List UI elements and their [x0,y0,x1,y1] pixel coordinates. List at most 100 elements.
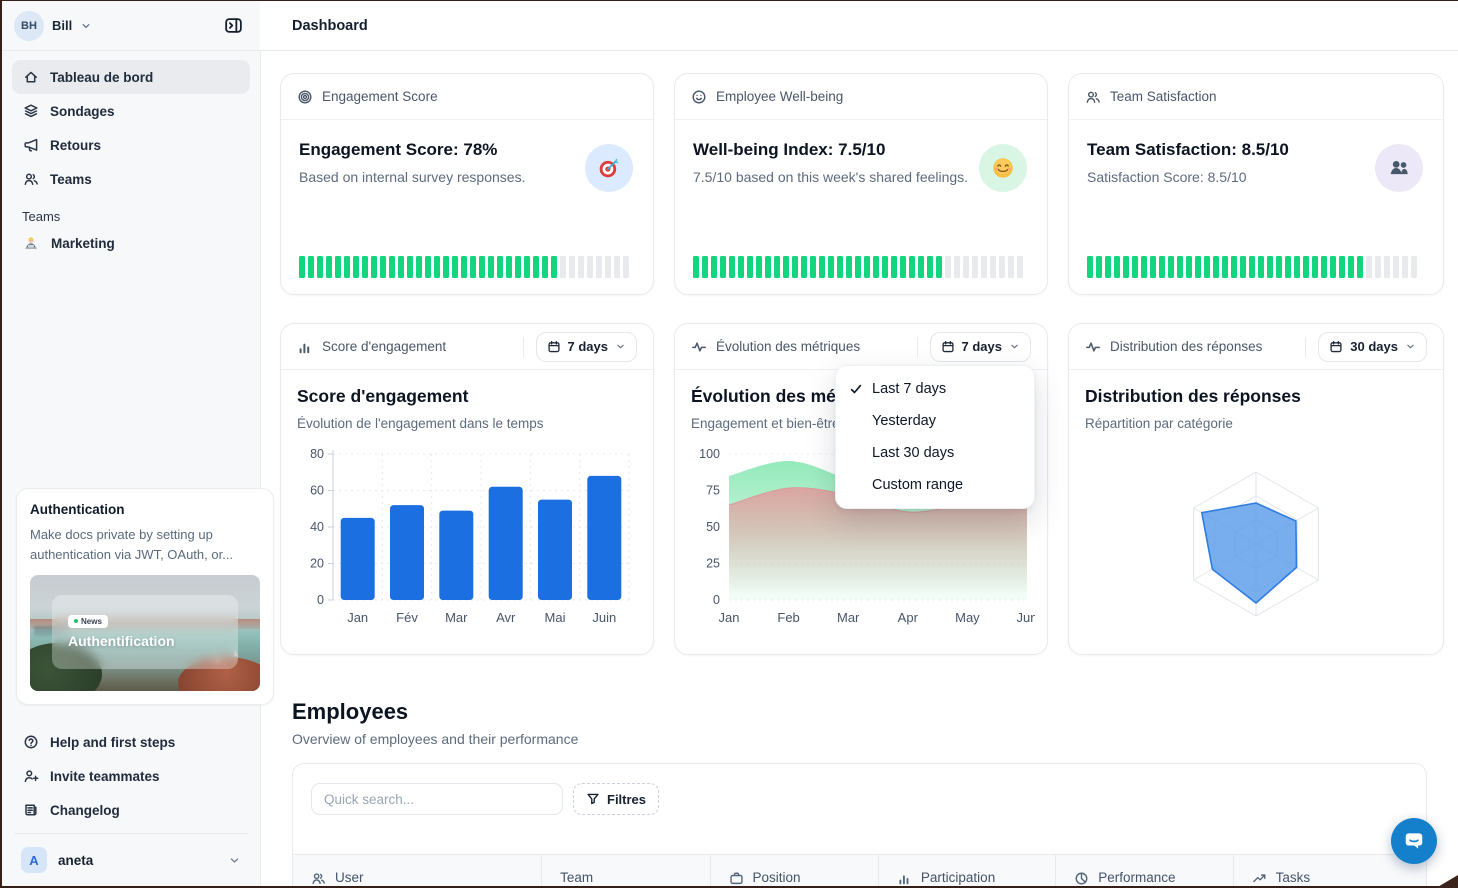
column-header-tasks[interactable]: Tasks [1234,855,1426,886]
search-input[interactable] [311,783,563,815]
progress-segment [711,256,717,278]
activity-icon [692,341,706,352]
svg-text:Jan: Jan [347,610,368,625]
stat-card-header: Team Satisfaction [1110,89,1217,104]
stat-value: Well-being Index: 7.5/10 [693,140,886,159]
busts-in-silhouette-emoji [1375,144,1423,192]
svg-text:60: 60 [310,484,324,498]
progress-segment [443,256,449,278]
chart-title: Score d'engagement [297,386,469,406]
progress-segment [614,256,620,278]
progress-segment [1008,256,1014,278]
distribution-radar-chart [1193,471,1319,617]
column-header-label: Team [560,870,594,885]
date-range-button[interactable]: 7 days [535,331,637,362]
progress-segment [801,256,807,278]
date-range-button[interactable]: 7 days [929,331,1031,362]
sidebar-collapse-button[interactable] [218,11,248,41]
pie-icon [1075,872,1088,885]
employees-table-card: Filtres User Team Position Participation Per… [292,763,1427,886]
calendar-icon [547,340,560,352]
progress-segment [299,256,305,278]
progress-segment [344,256,350,278]
progress-segment [1222,256,1228,278]
menu-item-custom-range[interactable]: Custom range [836,469,1034,501]
technologist-emoji-icon [25,237,37,249]
chat-bubble-icon [1405,833,1423,849]
progress-segment [1150,256,1156,278]
progress-segment [981,256,987,278]
sidebar-item-marketing[interactable]: Marketing [12,227,250,259]
progress-segment [380,256,386,278]
progress-segment [479,256,485,278]
chart-subtitle: Évolution de l'engagement dans le temps [297,416,544,431]
menu-item-last-7-days[interactable]: Last 7 days [836,373,1034,405]
megaphone-icon [24,138,38,152]
panel-collapse-icon [224,18,242,33]
smile-icon [692,89,706,104]
progress-segment [587,256,593,278]
chevron-down-icon [1407,344,1414,349]
column-header-performance[interactable]: Performance [1056,855,1234,886]
chat-launcher-button[interactable] [1391,818,1437,864]
sidebar: BH Bill Tableau de bord Sondages Retours Te… [2,1,274,886]
workspace-switcher[interactable]: BH Bill [2,1,260,51]
sidebar-group-label-teams: Teams [22,209,61,224]
svg-text:Avr: Avr [496,610,516,625]
column-header-team[interactable]: Team [542,855,711,886]
promo-overlay-card: News Authentification [52,594,238,669]
column-header-participation[interactable]: Participation [879,855,1057,886]
topbar: Dashboard [260,1,1458,51]
promo-card-authentication[interactable]: Authentication Make docs private by sett… [16,488,274,705]
progress-segment [1303,256,1309,278]
sidebar-item-retours[interactable]: Retours [12,128,250,162]
progress-segment [1348,256,1354,278]
calendar-icon [941,340,954,352]
progress-segment [1294,256,1300,278]
progress-segment [542,256,548,278]
sidebar-item-sondages[interactable]: Sondages [12,94,250,128]
progress-segment [569,256,575,278]
chart-card-engagement-score: Score d'engagement 7 days Score d'engage… [280,323,654,655]
sidebar-item-invite-teammates[interactable]: Invite teammates [12,759,250,793]
engagement-bar-chart: 0 20 40 60 80 Jan Fév Mar Avr Mai Juin [310,447,630,625]
date-range-button[interactable]: 30 days [1318,331,1427,362]
progress-segment [954,256,960,278]
svg-text:40: 40 [310,520,324,534]
progress-segment [596,256,602,278]
filters-button[interactable]: Filtres [573,783,660,815]
progress-segment [1114,256,1120,278]
chevron-down-icon [617,344,624,349]
sidebar-item-label: Invite teammates [50,768,160,784]
progress-segment [371,256,377,278]
progress-segment [1132,256,1138,278]
progress-segment [416,256,422,278]
sidebar-item-help-and-first-steps[interactable]: Help and first steps [12,725,250,759]
progress-segment [1276,256,1282,278]
progress-segment [578,256,584,278]
account-menu[interactable]: A aneta [12,840,250,880]
divider [522,336,524,357]
chart-subtitle: Répartition par catégorie [1085,416,1233,431]
sidebar-item-teams[interactable]: Teams [12,162,250,196]
menu-item-yesterday[interactable]: Yesterday [836,405,1034,437]
progress-segment [335,256,341,278]
progress-segment [389,256,395,278]
menu-item-last-30-days[interactable]: Last 30 days [836,437,1034,469]
progress-segment [810,256,816,278]
divider [14,833,248,834]
column-header-position[interactable]: Position [711,855,879,886]
funnel-icon [587,793,599,805]
sidebar-item-changelog[interactable]: Changelog [12,793,250,827]
progress-segment [1267,256,1273,278]
wellbeing-progress-bar [693,256,1029,278]
svg-text:25: 25 [706,557,720,571]
promo-image: News Authentification [30,574,260,691]
progress-segment [353,256,359,278]
chart-title: Distribution des réponses [1085,386,1301,406]
users-icon [312,873,325,885]
column-header-user[interactable]: User [293,855,543,886]
stat-card-header: Engagement Score [322,89,438,104]
progress-segment [927,256,933,278]
sidebar-item-tableau-de-bord[interactable]: Tableau de bord [12,60,250,94]
